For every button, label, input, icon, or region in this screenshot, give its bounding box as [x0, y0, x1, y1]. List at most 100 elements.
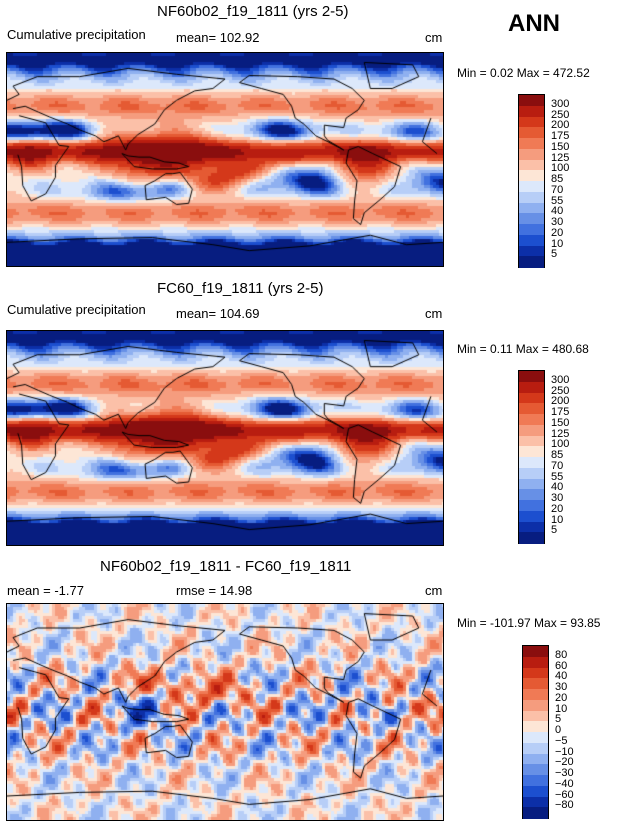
colorbar-swatch [519, 500, 544, 512]
colorbar-swatch [519, 532, 544, 544]
colorbar-tick-label: −10 [555, 745, 574, 758]
colorbar-tick-label: 30 [551, 216, 564, 228]
colorbar-tick-label: 40 [551, 205, 564, 218]
colorbar-tick-label: −40 [555, 777, 574, 790]
colorbar-swatch [519, 159, 544, 171]
panel2-map [6, 330, 444, 546]
colorbar-swatch [523, 775, 548, 787]
colorbar-swatch [519, 191, 544, 203]
colorbar-tick-label: 150 [551, 416, 570, 429]
colorbar-tick-label: 175 [551, 406, 570, 418]
colorbar-tick-label: 20 [555, 691, 568, 704]
colorbar-tick-label: 0 [555, 724, 562, 736]
colorbar-tick-label: 55 [551, 194, 564, 207]
colorbar-tick-label: 5 [555, 713, 562, 726]
colorbar-swatch [519, 521, 544, 533]
colorbar-tick-label: 5 [551, 524, 558, 537]
colorbar-swatch [519, 489, 544, 501]
colorbar-swatch [519, 457, 544, 469]
colorbar-swatch [519, 403, 544, 415]
panel3-rmse: rmse = 14.98 [176, 583, 253, 598]
colorbar-swatch [519, 256, 544, 268]
colorbar-tick-label: 60 [555, 659, 568, 672]
colorbar-tick-label: 5 [551, 248, 558, 261]
colorbar-tick-label: 250 [551, 384, 570, 397]
panel3-colorbar [522, 645, 549, 819]
panel1-map [6, 52, 444, 267]
colorbar-swatch [519, 478, 544, 490]
colorbar-tick-label: 125 [551, 427, 570, 440]
colorbar-tick-label: −30 [555, 767, 574, 779]
colorbar-swatch [519, 213, 544, 225]
colorbar-tick-label: 55 [551, 470, 564, 483]
colorbar-swatch [523, 764, 548, 776]
colorbar-tick-label: 85 [551, 449, 564, 461]
panel3-mean: mean = -1.77 [7, 583, 84, 598]
panel3-title: NF60b02_f19_1811 - FC60_f19_1811 [100, 558, 352, 575]
colorbar-tick-label: 10 [551, 513, 564, 526]
colorbar-swatch [519, 245, 544, 257]
colorbar-swatch [519, 127, 544, 139]
colorbar-tick-label: 30 [555, 681, 568, 693]
colorbar-swatch [523, 785, 548, 797]
colorbar-tick-label: 40 [551, 481, 564, 494]
colorbar-tick-label: 200 [551, 395, 570, 408]
colorbar-tick-label: −20 [555, 756, 574, 769]
colorbar-swatch [519, 371, 544, 383]
map-field-canvas [7, 604, 443, 820]
panel2-minmax: Min = 0.11 Max = 480.68 [457, 342, 589, 356]
colorbar-swatch [519, 181, 544, 193]
season-label: ANN [508, 10, 560, 37]
colorbar-swatch [519, 392, 544, 404]
colorbar-tick-label: 40 [555, 670, 568, 683]
colorbar-swatch [523, 667, 548, 679]
colorbar-swatch [523, 689, 548, 701]
colorbar-tick-label: 300 [551, 97, 570, 110]
colorbar-swatch [523, 678, 548, 690]
panel1-mean: mean= 102.92 [176, 30, 260, 45]
colorbar-swatch [519, 424, 544, 436]
panel3-minmax: Min = -101.97 Max = 93.85 [457, 616, 601, 630]
colorbar-swatch [523, 742, 548, 754]
colorbar-tick-label: 175 [551, 130, 570, 142]
colorbar-swatch [519, 414, 544, 426]
colorbar-swatch [523, 732, 548, 744]
panel2-title: FC60_f19_1811 (yrs 2-5) [157, 280, 324, 297]
panel2-units: cm [425, 306, 443, 321]
map-field-canvas [7, 53, 443, 266]
colorbar-tick-label: 125 [551, 151, 570, 164]
panel1-title: NF60b02_f19_1811 (yrs 2-5) [157, 3, 349, 20]
colorbar-tick-label: 200 [551, 119, 570, 132]
colorbar-tick-label: 250 [551, 108, 570, 121]
colorbar-swatch [523, 796, 548, 808]
colorbar-swatch [523, 699, 548, 711]
colorbar-swatch [519, 510, 544, 522]
panel2-colorbar [518, 370, 545, 544]
colorbar-swatch [519, 234, 544, 246]
colorbar-swatch [519, 446, 544, 458]
panel1-subtitle: Cumulative precipitation [7, 27, 146, 42]
colorbar-swatch [519, 202, 544, 214]
colorbar-swatch [519, 170, 544, 182]
colorbar-swatch [523, 656, 548, 668]
colorbar-tick-label: 80 [555, 648, 568, 661]
colorbar-tick-label: −80 [555, 799, 574, 812]
colorbar-tick-label: 20 [551, 502, 564, 515]
colorbar-tick-label: −5 [555, 734, 568, 747]
panel2-subtitle: Cumulative precipitation [7, 302, 146, 317]
colorbar-tick-label: 70 [551, 459, 564, 472]
colorbar-swatch [519, 435, 544, 447]
colorbar-tick-label: 100 [551, 162, 570, 175]
colorbar-swatch [523, 710, 548, 722]
panel1-colorbar [518, 94, 545, 268]
colorbar-tick-label: 10 [555, 702, 568, 715]
colorbar-swatch [519, 116, 544, 128]
colorbar-tick-label: 85 [551, 173, 564, 185]
colorbar-swatch [519, 224, 544, 236]
colorbar-tick-label: −60 [555, 788, 574, 801]
colorbar-swatch [519, 467, 544, 479]
panel2-mean: mean= 104.69 [176, 306, 260, 321]
colorbar-swatch [519, 138, 544, 150]
colorbar-swatch [519, 148, 544, 160]
map-field-canvas [7, 331, 443, 545]
